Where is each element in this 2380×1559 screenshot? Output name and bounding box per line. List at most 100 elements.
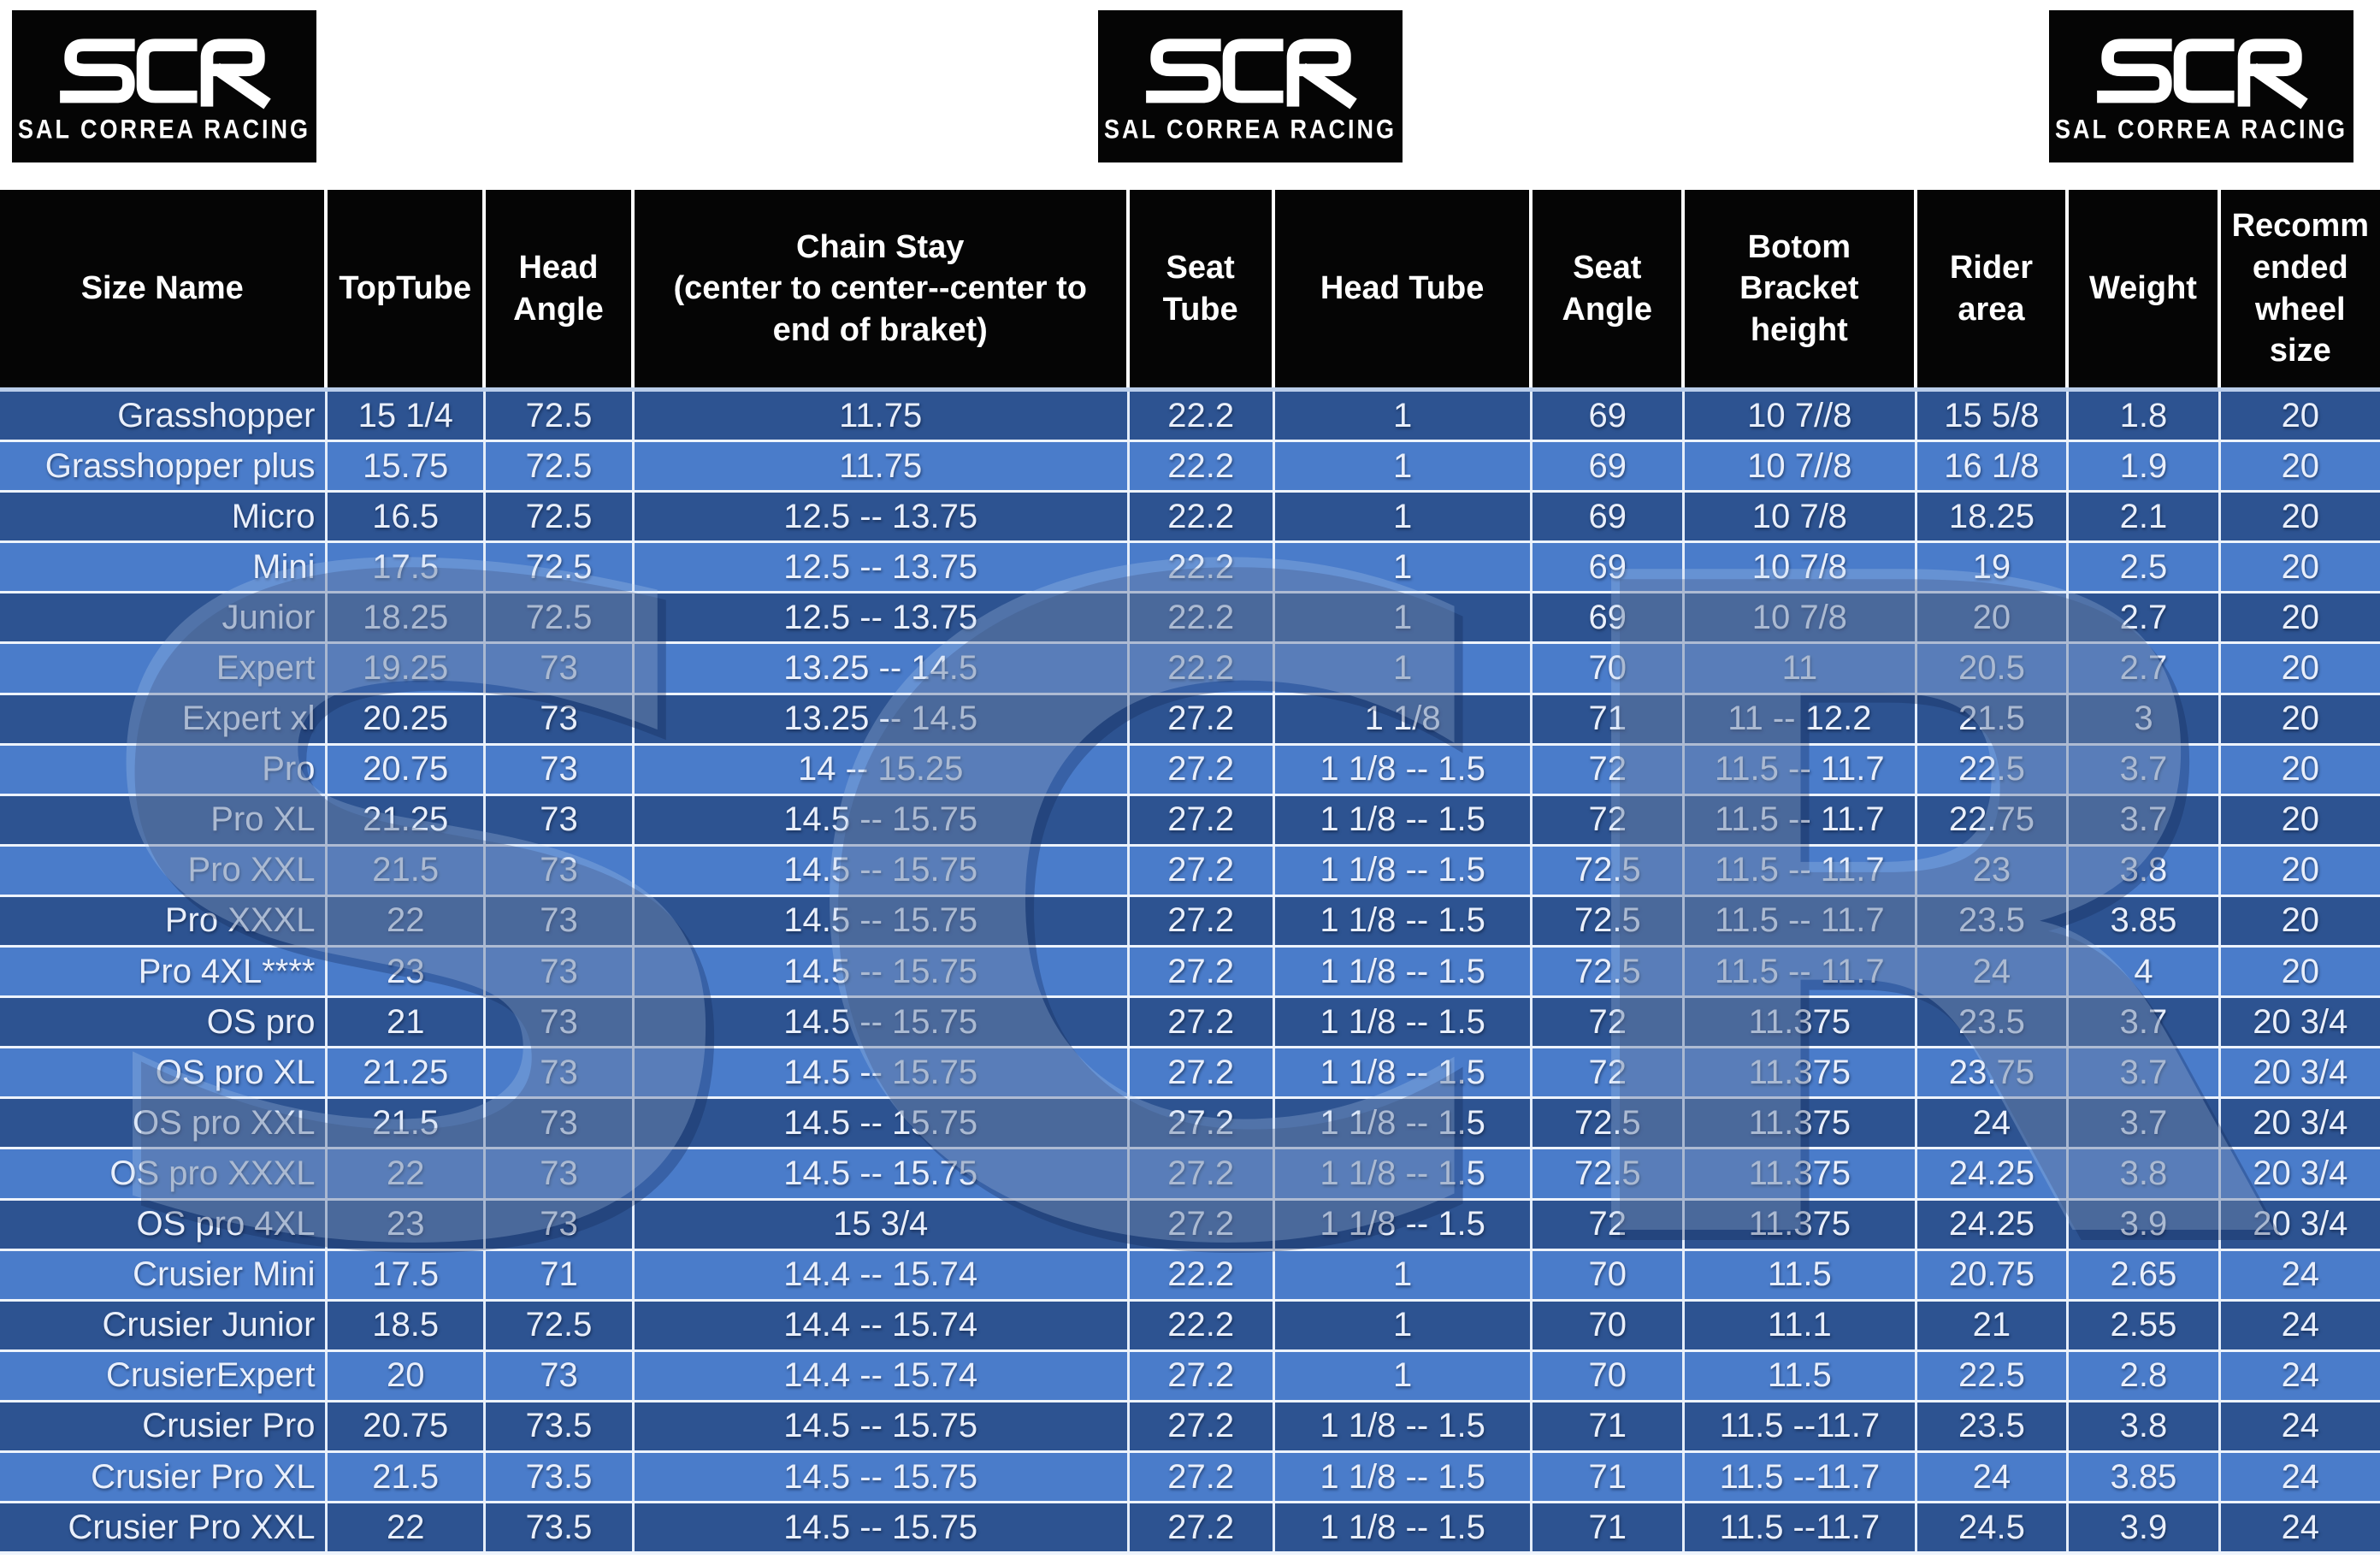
value-cell: 20 xyxy=(2281,700,2320,738)
value-cell: 72.5 xyxy=(486,543,635,592)
value-cell: 1 1/8 -- 1.5 xyxy=(1275,1200,1533,1249)
table-body: Grasshopper 15 1/4 72.5 11.75 22.2 1 69 10 7//8… xyxy=(0,392,2380,1556)
value-cell: 70 xyxy=(1533,1250,1686,1299)
value-cell: 23.75 xyxy=(1917,1048,2070,1097)
table-row: OS pro XXXL 22 73 14.5 -- 15.75 27.2 1 1/8 --… xyxy=(0,1149,2380,1201)
table-row: OS pro 21 73 14.5 -- 15.75 27.2 1 1/8 -- 1.5 7… xyxy=(0,998,2380,1049)
scr-logo: SAL CORREA RACING xyxy=(2051,12,2352,161)
value-cell: 73 xyxy=(486,1048,635,1097)
value-cell: 71 xyxy=(1533,1452,1686,1502)
value-cell: 20.75 xyxy=(328,1402,486,1450)
value-cell: 3.9 xyxy=(2069,1200,2221,1249)
value-cell: 1 1/8 -- 1.5 xyxy=(1275,998,1533,1047)
size-name-cell: OS pro 4XL xyxy=(0,1200,328,1249)
size-name-cell: OS pro xyxy=(0,998,328,1047)
value-cell: 19 xyxy=(1917,543,2070,592)
value-cell: 20 xyxy=(2281,952,2320,990)
value-cell: 72 xyxy=(1533,1200,1686,1249)
value-cell: 73.5 xyxy=(486,1452,635,1502)
size-name-cell: Grasshopper xyxy=(0,392,328,440)
value-cell: 27.2 xyxy=(1130,795,1275,844)
column-header: TopTube xyxy=(328,190,486,387)
value-cell: 11 xyxy=(1685,644,1917,693)
value-cell: 73 xyxy=(486,795,635,844)
value-cell: 1 1/8 -- 1.5 xyxy=(1275,1503,1533,1552)
size-name-cell: Junior xyxy=(0,593,328,642)
value-cell: 72.5 xyxy=(486,493,635,541)
value-cell: 14.4 -- 15.74 xyxy=(635,1351,1130,1400)
size-name-cell: OS pro XL xyxy=(0,1048,328,1097)
value-cell: 73 xyxy=(486,896,635,946)
value-cell: 27.2 xyxy=(1130,1452,1275,1502)
value-cell: 11.5 -- 11.7 xyxy=(1685,745,1917,794)
size-name-cell: Micro xyxy=(0,493,328,541)
value-cell: 20 xyxy=(2281,649,2320,688)
size-name-cell: Mini xyxy=(0,543,328,592)
value-cell: 1 1/8 -- 1.5 xyxy=(1275,948,1533,996)
value-cell: 1 1/8 -- 1.5 xyxy=(1275,1149,1533,1198)
column-header: Seat Angle xyxy=(1533,190,1686,387)
value-cell: 22.2 xyxy=(1130,493,1275,541)
value-cell: 72.5 xyxy=(486,442,635,491)
value-cell: 69 xyxy=(1533,493,1686,541)
brand-name: SAL CORREA RACING xyxy=(2054,114,2348,144)
value-cell: 14.5 -- 15.75 xyxy=(635,1452,1130,1502)
value-cell: 20 3/4 xyxy=(2253,1002,2348,1041)
value-cell: 20 xyxy=(2281,750,2320,788)
value-cell: 11.5 xyxy=(1685,1250,1917,1299)
value-cell: 73 xyxy=(486,644,635,693)
value-cell: 20 xyxy=(2281,901,2320,940)
scr-logo-icon xyxy=(2097,38,2308,109)
value-cell: 14.5 -- 15.75 xyxy=(635,896,1130,946)
value-cell: 24 xyxy=(1917,948,2070,996)
value-cell: 1 xyxy=(1275,593,1533,642)
value-cell: 20.75 xyxy=(328,745,486,794)
value-cell: 21.5 xyxy=(328,846,486,895)
value-cell: 23.5 xyxy=(1917,998,2070,1047)
value-cell: 14.5 -- 15.75 xyxy=(635,1503,1130,1552)
value-cell: 23.5 xyxy=(1917,896,2070,946)
value-cell: 14.5 -- 15.75 xyxy=(635,1099,1130,1148)
column-header: Chain Stay (center to center--center to … xyxy=(634,190,1130,387)
value-cell: 27.2 xyxy=(1130,1402,1275,1450)
table-row: Pro 4XL**** 23 73 14.5 -- 15.75 27.2 1 1/8 --… xyxy=(0,948,2380,999)
value-cell: 27.2 xyxy=(1130,745,1275,794)
value-cell: 18.25 xyxy=(328,593,486,642)
value-cell: 24 xyxy=(2281,1508,2320,1546)
value-cell: 24 xyxy=(2281,1255,2320,1294)
value-cell: 21.5 xyxy=(1917,694,2070,743)
value-cell: 10 7/8 xyxy=(1685,493,1917,541)
size-name-cell: Pro XL xyxy=(0,795,328,844)
value-cell: 1 1/8 -- 1.5 xyxy=(1275,1452,1533,1502)
value-cell: 1 1/8 xyxy=(1275,694,1533,743)
value-cell: 1 xyxy=(1275,1250,1533,1299)
value-cell: 22 xyxy=(328,896,486,946)
value-cell: 22.2 xyxy=(1130,1301,1275,1349)
value-cell: 11.5 -- 11.7 xyxy=(1685,846,1917,895)
scr-logo: SAL CORREA RACING xyxy=(1100,12,1401,161)
table-row: Expert 19.25 73 13.25 -- 14.5 22.2 1 70 11 20.5 2… xyxy=(0,644,2380,695)
table-row: Grasshopper plus 15.75 72.5 11.75 22.2 1 69 10 … xyxy=(0,442,2380,493)
value-cell: 1 xyxy=(1275,442,1533,491)
value-cell: 70 xyxy=(1533,1351,1686,1400)
value-cell: 11.375 xyxy=(1685,1099,1917,1148)
value-cell: 1 1/8 -- 1.5 xyxy=(1275,1048,1533,1097)
value-cell: 11.375 xyxy=(1685,1200,1917,1249)
value-cell: 20.75 xyxy=(1917,1250,2070,1299)
size-name-cell: Pro xyxy=(0,745,328,794)
value-cell: 73 xyxy=(486,948,635,996)
value-cell: 17.5 xyxy=(328,543,486,592)
value-cell: 20 xyxy=(1917,593,2070,642)
value-cell: 3.7 xyxy=(2069,745,2221,794)
value-cell: 3.8 xyxy=(2069,1149,2221,1198)
value-cell: 1.9 xyxy=(2069,442,2221,491)
value-cell: 21 xyxy=(328,998,486,1047)
value-cell: 73 xyxy=(486,1200,635,1249)
value-cell: 27.2 xyxy=(1130,846,1275,895)
brand-name: SAL CORREA RACING xyxy=(1103,114,1397,144)
size-name-cell: Expert xyxy=(0,644,328,693)
value-cell: 23 xyxy=(328,1200,486,1249)
value-cell: 20 xyxy=(2281,800,2320,839)
value-cell: 11.5 xyxy=(1685,1351,1917,1400)
value-cell: 24.25 xyxy=(1917,1149,2070,1198)
